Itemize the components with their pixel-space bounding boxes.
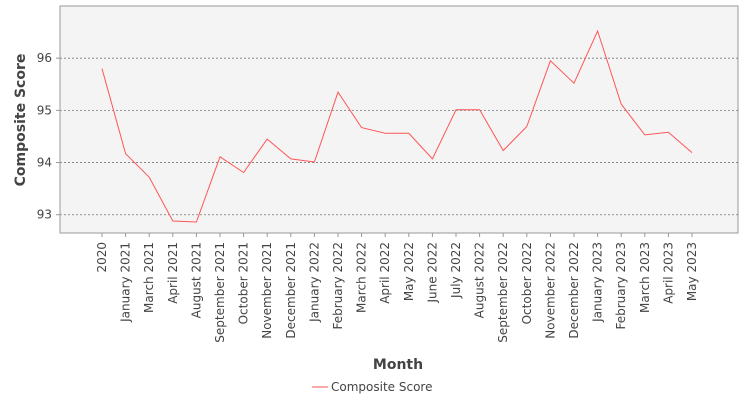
y-tick-label: 96 (37, 51, 52, 65)
x-tick-label: May 2023 (685, 242, 699, 301)
y-axis-title: Composite Score (13, 54, 29, 187)
series (101, 29, 693, 223)
x-axis-title: Month (373, 357, 423, 373)
series-line (101, 29, 693, 223)
x-tick-label: March 2021 (142, 242, 156, 313)
x-tick-label: October 2022 (520, 242, 534, 324)
legend-entry: Composite Score (331, 380, 432, 394)
legend: Composite Score (312, 380, 432, 394)
x-tick-label: August 2021 (189, 242, 203, 318)
y-tick-label: 95 (37, 103, 52, 117)
x-tick-label: April 2023 (661, 242, 675, 304)
x-tick-label: June 2022 (425, 242, 439, 304)
x-tick-label: March 2023 (638, 242, 652, 313)
y-tick-label: 94 (37, 156, 52, 170)
x-tick-label: August 2022 (473, 242, 487, 318)
x-tick-label: January 2021 (119, 242, 133, 323)
x-tick-label: September 2021 (213, 242, 227, 343)
x-tick-label: January 2022 (307, 242, 321, 323)
x-tick-label: December 2021 (284, 242, 298, 339)
x-tick-label: April 2021 (166, 242, 180, 304)
x-tick-label: November 2021 (260, 242, 274, 339)
x-tick-label: July 2022 (449, 242, 463, 299)
x-tick-label: October 2021 (237, 242, 251, 324)
x-tick-label: February 2023 (614, 242, 628, 330)
x-tick-labels: 2020 January 2021 March 2021 April 2021 Augu… (95, 233, 699, 343)
plot-background (59, 5, 739, 234)
y-tick-label: 93 (37, 208, 52, 222)
x-tick-label: February 2022 (331, 242, 345, 330)
x-tick-label: 2020 (95, 242, 109, 273)
x-tick-label: September 2022 (496, 242, 510, 343)
x-tick-label: January 2023 (591, 242, 605, 323)
x-tick-label: November 2022 (543, 242, 557, 339)
y-tick-labels: 93 94 95 96 (37, 51, 60, 222)
gridlines (60, 57, 738, 216)
x-tick-label: May 2022 (402, 242, 416, 301)
x-tick-label: April 2022 (378, 242, 392, 304)
x-tick-label: December 2022 (567, 242, 581, 339)
x-tick-label: March 2022 (355, 242, 369, 313)
